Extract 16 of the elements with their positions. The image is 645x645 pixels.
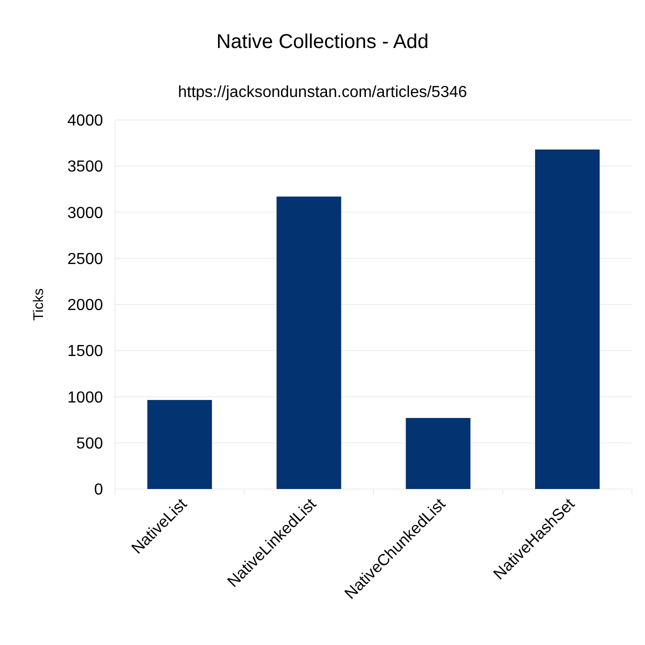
bar	[147, 400, 212, 489]
y-tick-label: 2500	[67, 250, 104, 268]
bar	[276, 196, 342, 489]
bar	[535, 150, 600, 489]
y-tick-label: 4000	[67, 112, 104, 130]
chart-title: Native Collections - Add	[216, 31, 429, 53]
chart-subtitle: https://jacksondunstan.com/articles/5346	[178, 84, 468, 101]
bar	[406, 418, 470, 489]
y-axis-title: Ticks	[30, 288, 46, 321]
y-tick-label: 3500	[67, 158, 104, 176]
y-tick-label: 1000	[67, 389, 104, 406]
y-tick-label: 0	[94, 482, 104, 499]
y-tick-label: 500	[76, 435, 104, 452]
y-tick-label: 1500	[67, 343, 104, 360]
y-tick-label: 3000	[67, 204, 104, 222]
y-tick-label: 2000	[67, 297, 104, 314]
